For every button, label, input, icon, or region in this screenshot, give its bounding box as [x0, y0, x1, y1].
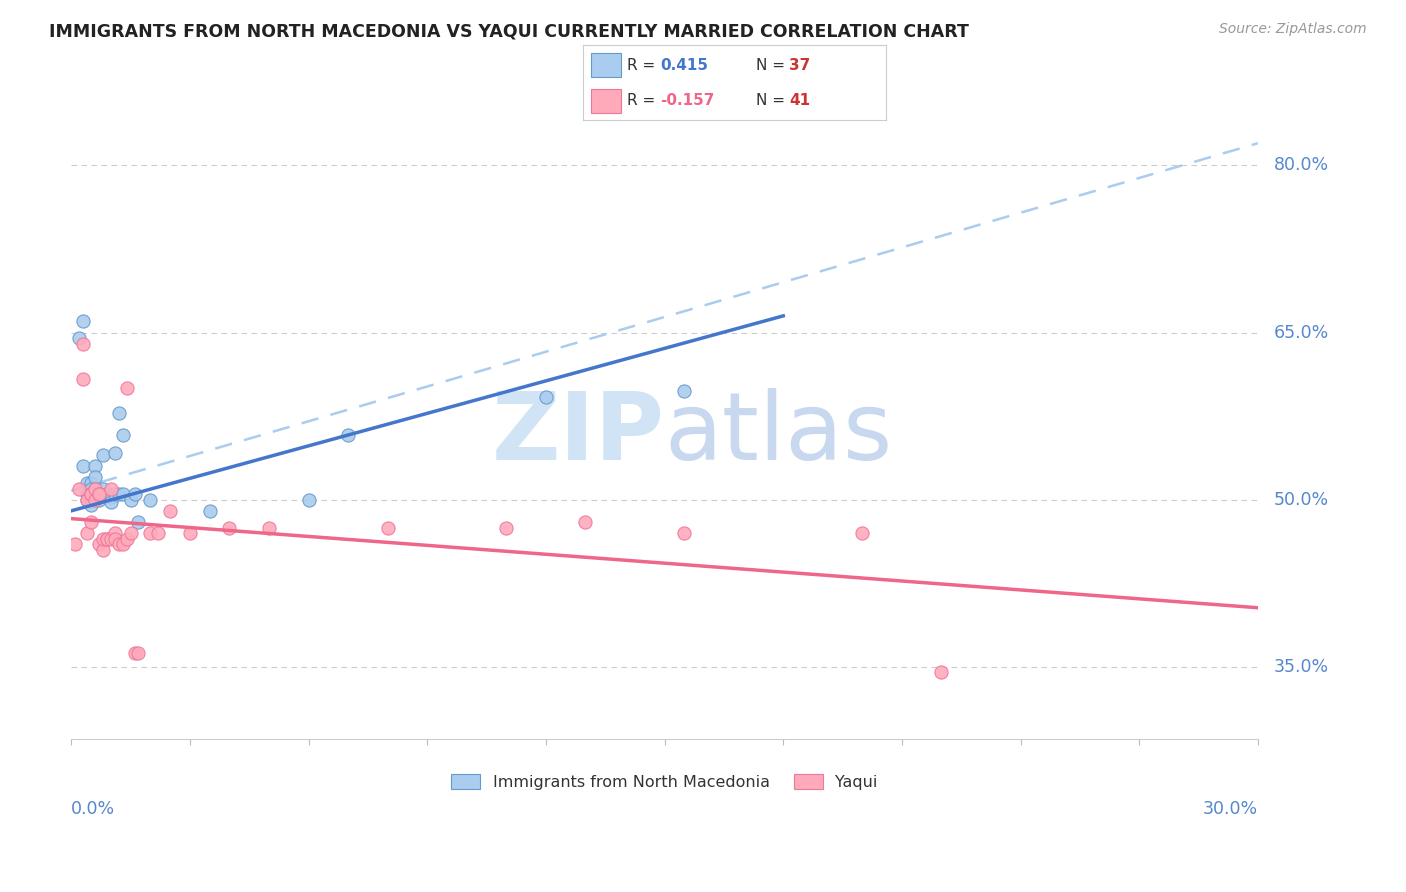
- Point: [107, 406, 129, 420]
- Point: [574, 515, 596, 529]
- Point: [139, 492, 162, 507]
- Point: [84, 482, 107, 496]
- Point: [72, 314, 94, 328]
- Point: [851, 526, 873, 541]
- Point: [76, 526, 98, 541]
- Point: [115, 381, 138, 395]
- Point: [80, 482, 103, 496]
- Point: [127, 647, 149, 661]
- Point: [377, 520, 399, 534]
- Point: [534, 390, 557, 404]
- Point: [139, 526, 162, 541]
- Point: [91, 532, 114, 546]
- Legend: Immigrants from North Macedonia, Yaqui: Immigrants from North Macedonia, Yaqui: [447, 770, 883, 795]
- Point: [91, 542, 114, 557]
- Point: [87, 537, 110, 551]
- Text: -0.157: -0.157: [661, 93, 714, 108]
- Point: [104, 487, 127, 501]
- Point: [80, 487, 103, 501]
- Point: [80, 487, 103, 501]
- Point: [91, 482, 114, 496]
- Point: [337, 428, 360, 442]
- Point: [84, 470, 107, 484]
- Bar: [591, 88, 621, 112]
- Point: [80, 487, 103, 501]
- Point: [124, 487, 146, 501]
- Text: 35.0%: 35.0%: [1274, 657, 1329, 676]
- Point: [179, 526, 201, 541]
- Point: [100, 495, 122, 509]
- Point: [495, 520, 517, 534]
- Point: [87, 487, 110, 501]
- Text: R =: R =: [627, 58, 661, 72]
- Point: [104, 446, 127, 460]
- Text: 50.0%: 50.0%: [1274, 491, 1329, 508]
- Text: N =: N =: [756, 93, 790, 108]
- Point: [87, 487, 110, 501]
- Point: [96, 487, 118, 501]
- Point: [107, 487, 129, 501]
- Text: Source: ZipAtlas.com: Source: ZipAtlas.com: [1219, 22, 1367, 37]
- Point: [297, 492, 319, 507]
- Text: N =: N =: [756, 58, 790, 72]
- Point: [67, 482, 90, 496]
- Point: [80, 475, 103, 490]
- Point: [198, 504, 221, 518]
- Point: [111, 537, 134, 551]
- Point: [104, 526, 127, 541]
- Point: [87, 492, 110, 507]
- Point: [100, 491, 122, 505]
- Point: [72, 459, 94, 474]
- Point: [80, 492, 103, 507]
- Point: [76, 487, 98, 501]
- Text: R =: R =: [627, 93, 661, 108]
- Point: [67, 331, 90, 345]
- Point: [107, 537, 129, 551]
- Text: 0.0%: 0.0%: [72, 800, 115, 819]
- Text: 37: 37: [789, 58, 810, 72]
- Point: [124, 647, 146, 661]
- Point: [76, 475, 98, 490]
- Point: [673, 526, 696, 541]
- Point: [148, 526, 170, 541]
- Text: IMMIGRANTS FROM NORTH MACEDONIA VS YAQUI CURRENTLY MARRIED CORRELATION CHART: IMMIGRANTS FROM NORTH MACEDONIA VS YAQUI…: [49, 22, 969, 40]
- Point: [84, 492, 107, 507]
- Text: 30.0%: 30.0%: [1202, 800, 1258, 819]
- Point: [63, 537, 86, 551]
- Point: [72, 336, 94, 351]
- Point: [76, 492, 98, 507]
- Point: [84, 482, 107, 496]
- Point: [127, 515, 149, 529]
- Point: [115, 532, 138, 546]
- Point: [84, 459, 107, 474]
- Point: [111, 428, 134, 442]
- Text: 0.415: 0.415: [661, 58, 709, 72]
- Point: [931, 665, 953, 680]
- Text: atlas: atlas: [665, 388, 893, 481]
- Bar: [591, 53, 621, 78]
- Point: [111, 487, 134, 501]
- Point: [76, 492, 98, 507]
- Text: ZIP: ZIP: [492, 388, 665, 481]
- Text: 80.0%: 80.0%: [1274, 156, 1329, 175]
- Point: [159, 504, 181, 518]
- Point: [80, 498, 103, 512]
- Point: [257, 520, 280, 534]
- Point: [96, 532, 118, 546]
- Point: [120, 526, 142, 541]
- Point: [80, 515, 103, 529]
- Point: [91, 448, 114, 462]
- Point: [100, 482, 122, 496]
- Point: [673, 384, 696, 398]
- Text: 41: 41: [789, 93, 810, 108]
- Point: [104, 532, 127, 546]
- Point: [120, 492, 142, 507]
- Point: [218, 520, 240, 534]
- Point: [72, 372, 94, 386]
- Text: 65.0%: 65.0%: [1274, 324, 1329, 342]
- Point: [87, 489, 110, 503]
- Point: [87, 487, 110, 501]
- Point: [100, 532, 122, 546]
- Point: [96, 532, 118, 546]
